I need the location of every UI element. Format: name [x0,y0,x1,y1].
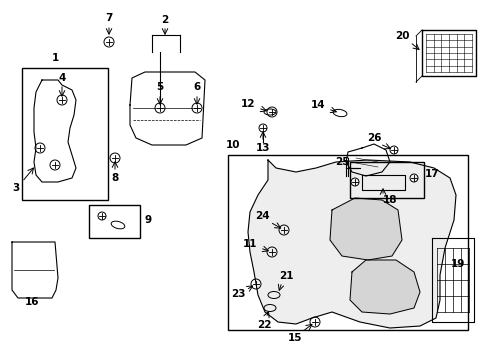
Text: 11: 11 [242,239,257,249]
Text: 8: 8 [111,173,119,183]
Bar [22,68,108,200]
Text: 16: 16 [25,297,39,307]
Text: 15: 15 [287,333,302,343]
Text: 17: 17 [424,169,438,179]
Text: 26: 26 [366,133,381,143]
Text: 18: 18 [382,195,396,205]
Bar [89,205,140,238]
Text: 10: 10 [225,140,240,150]
Text: 1: 1 [51,53,59,63]
Text: 9: 9 [144,215,151,225]
Text: 24: 24 [254,211,269,221]
Text: 2: 2 [161,15,168,25]
Text: 20: 20 [394,31,408,41]
Polygon shape [329,198,401,260]
Text: 21: 21 [278,271,293,281]
Bar [349,162,423,198]
Text: 3: 3 [12,183,20,193]
Text: 14: 14 [310,100,325,110]
Bar [227,155,467,330]
Text: 6: 6 [193,82,200,92]
Text: 4: 4 [58,73,65,83]
Polygon shape [247,160,455,328]
Text: 13: 13 [255,143,270,153]
Polygon shape [349,260,419,314]
Text: 5: 5 [156,82,163,92]
Text: 22: 22 [256,320,271,330]
Text: 25: 25 [334,157,348,167]
Text: 12: 12 [240,99,255,109]
Text: 19: 19 [450,259,464,269]
Text: 23: 23 [230,289,245,299]
Text: 7: 7 [105,13,112,23]
